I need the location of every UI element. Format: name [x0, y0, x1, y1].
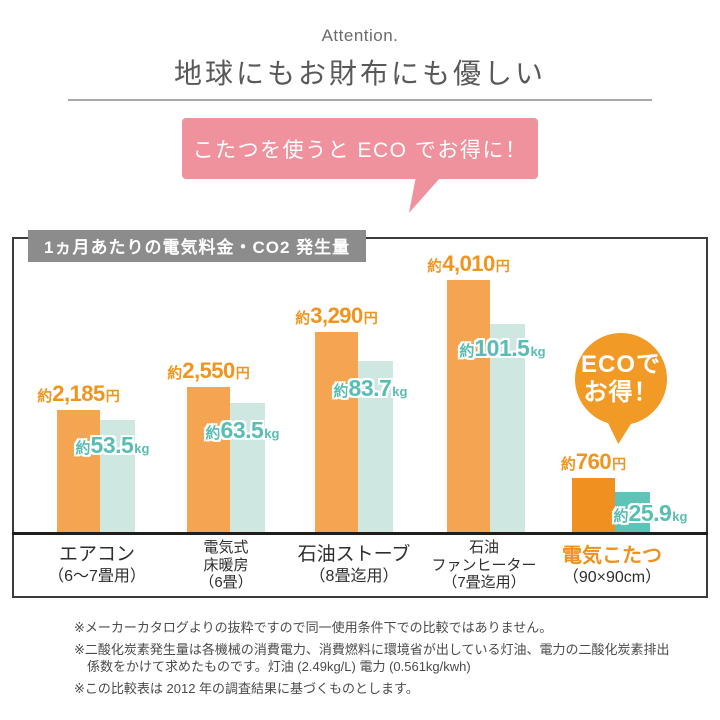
- category-label: 石油 ファンヒーター （7畳迄用）: [431, 535, 536, 596]
- price-unit: 円: [105, 388, 120, 404]
- price-value-label: 約760円: [561, 449, 626, 475]
- category-label: 電気式 床暖房 （6畳）: [199, 535, 252, 596]
- chart-frame: 1ヵ月あたりの電気料金・CO2 発生量 約2,185円 約53.5kg 約2,550…: [12, 230, 708, 598]
- price-value-label: 約2,550円: [167, 358, 250, 384]
- category-size-line: （6～7畳用）: [48, 567, 146, 585]
- co2-approx: 約: [205, 425, 221, 442]
- speech-bubble-text: こたつを使うと ECO でお得に！: [192, 138, 528, 162]
- price-number: 2,185: [52, 381, 105, 406]
- category-label: エアコン （6～7畳用）: [48, 535, 146, 596]
- co2-approx: 約: [613, 508, 629, 525]
- category-size-line: （6畳）: [199, 574, 253, 592]
- co2-number: 101.5: [474, 335, 530, 361]
- price-bar: [315, 332, 358, 532]
- co2-value-label: 約25.9kg: [614, 500, 688, 527]
- footnote: ※この比較表は 2012 年の調査結果に基づくものとします。: [74, 680, 419, 696]
- category-size-line: （8畳迄用）: [309, 567, 399, 585]
- footnote: ※メーカーカタログよりの抜粋ですので同一使用条件下での比較ではありません。: [74, 620, 553, 635]
- price-unit: 円: [363, 310, 378, 326]
- category-name-line: ファンヒーター: [431, 556, 537, 574]
- co2-approx: 約: [459, 343, 475, 360]
- price-unit: 円: [495, 258, 510, 274]
- price-number: 760: [575, 449, 612, 474]
- speech-bubble-tail: [408, 178, 440, 213]
- co2-unit: kg: [672, 509, 688, 524]
- eco-badge: ECOで お得！: [575, 333, 667, 444]
- price-bar: [187, 387, 230, 532]
- category-size-line: （90×90cm）: [562, 568, 662, 586]
- footnote: ※二酸化炭素発生量は各機械の消費電力、消費燃料に環境省が出している灯油、電力の二…: [74, 641, 670, 674]
- co2-value-label: 約63.5kg: [206, 417, 280, 444]
- price-number: 2,550: [182, 358, 235, 383]
- speech-bubble: こたつを使うと ECO でお得に！: [182, 118, 538, 213]
- category-name-line: 電気こたつ: [562, 544, 662, 567]
- chart-title: 1ヵ月あたりの電気料金・CO2 発生量: [28, 230, 367, 262]
- price-value-label: 約3,290円: [295, 303, 378, 329]
- price-approx: 約: [167, 365, 183, 382]
- eco-badge-circle: ECOで お得！: [575, 333, 667, 425]
- co2-unit: kg: [530, 344, 546, 359]
- price-approx: 約: [427, 258, 443, 275]
- category-size-line: （7畳迄用）: [442, 574, 526, 592]
- price-bar: [572, 478, 615, 532]
- price-bar: [57, 410, 100, 532]
- price-unit: 円: [612, 456, 627, 472]
- price-approx: 約: [560, 456, 576, 473]
- eco-badge-line1: ECOで: [580, 351, 661, 379]
- x-axis-line: [12, 532, 708, 535]
- price-value-label: 約4,010円: [427, 251, 510, 277]
- category-label: 石油ストーブ （8畳迄用）: [298, 535, 411, 596]
- category-name-line: 電気式: [203, 538, 249, 556]
- co2-number: 53.5: [90, 432, 134, 458]
- co2-number: 25.9: [628, 500, 672, 526]
- price-approx: 約: [295, 310, 311, 327]
- price-approx: 約: [37, 388, 53, 405]
- co2-value-label: 約83.7kg: [334, 375, 408, 402]
- co2-unit: kg: [134, 441, 150, 456]
- footnotes: ※メーカーカタログよりの抜粋ですので同一使用条件下での比較ではありません。 ※二…: [74, 620, 670, 703]
- price-number: 4,010: [442, 251, 495, 276]
- co2-number: 63.5: [220, 417, 264, 443]
- price-bar: [447, 280, 490, 532]
- price-value-label: 約2,185円: [37, 381, 120, 407]
- chart-plot: 約2,185円 約53.5kg 約2,550円 約63.5kg 約3,290円 約83.7…: [14, 239, 706, 596]
- attention-label: Attention.: [321, 26, 399, 45]
- co2-approx: 約: [333, 383, 349, 400]
- category-labels: エアコン （6～7畳用） 電気式 床暖房 （6畳） 石油ストーブ （8畳迄用） 石油 ファンヒー…: [14, 535, 706, 596]
- co2-value-label: 約53.5kg: [76, 432, 150, 459]
- category-name-line: 石油ストーブ: [297, 544, 411, 566]
- page-title: 地球にもお財布にも優しい: [173, 58, 546, 89]
- co2-unit: kg: [392, 384, 408, 399]
- co2-number: 83.7: [348, 375, 392, 401]
- category-name-line: 床暖房: [203, 556, 249, 574]
- category-name-line: エアコン: [58, 544, 135, 566]
- title-divider: [68, 99, 652, 101]
- category-label: 電気こたつ （90×90cm）: [562, 535, 662, 596]
- price-number: 3,290: [310, 303, 363, 328]
- eco-badge-line2: お得！: [583, 379, 659, 406]
- category-name-line: 石油: [468, 538, 500, 556]
- co2-value-label: 約101.5kg: [459, 335, 545, 362]
- co2-approx: 約: [75, 440, 91, 457]
- price-unit: 円: [235, 365, 250, 381]
- co2-unit: kg: [264, 426, 280, 441]
